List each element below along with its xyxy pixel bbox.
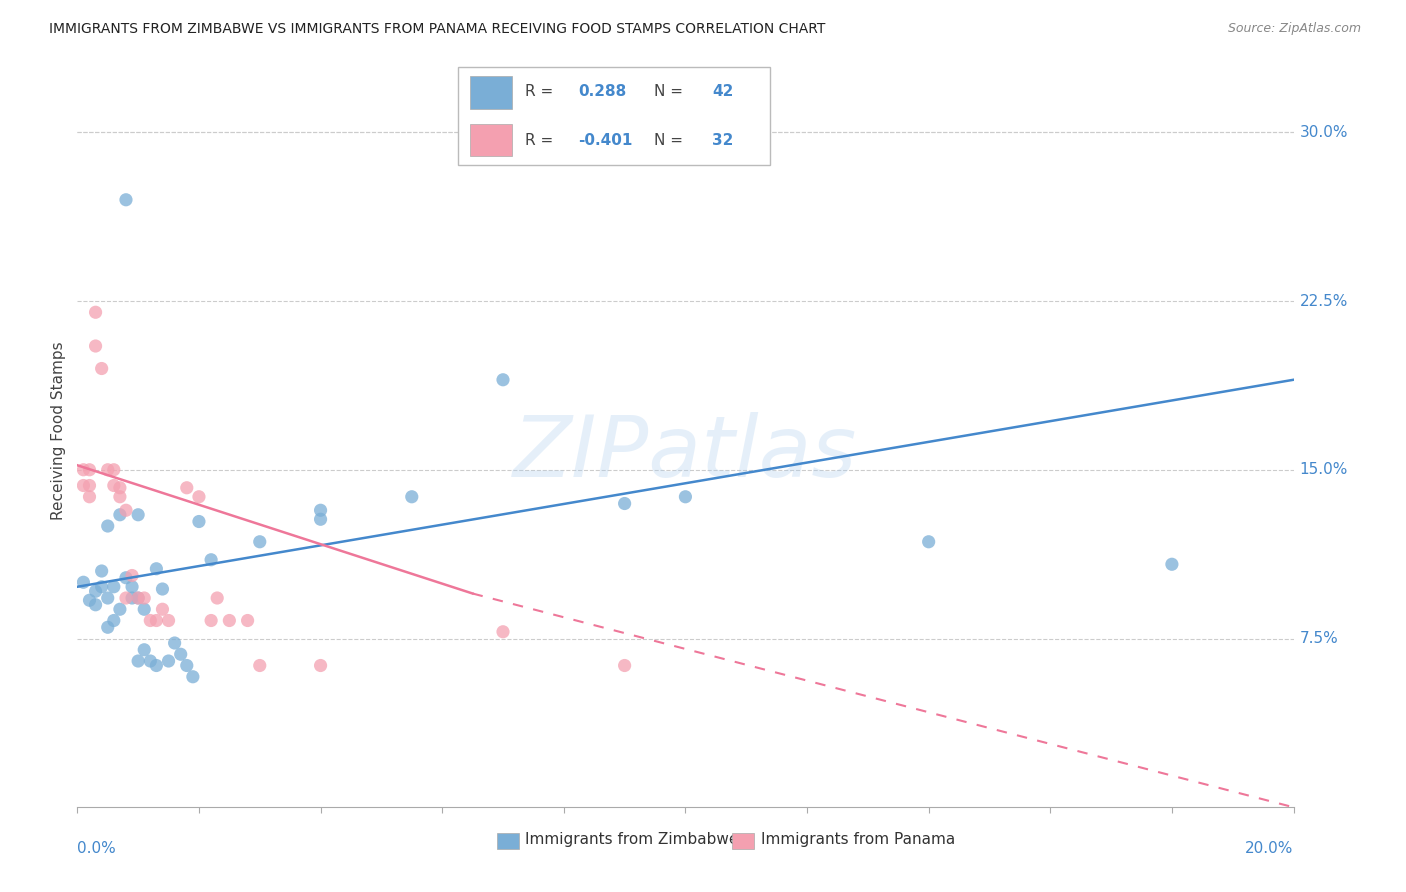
Point (103, 580, 125, 594)
Point (205, 591, 228, 605)
Point (127, 654, 149, 668)
Point (157, 654, 180, 668)
Point (103, 614, 125, 628)
Point (236, 614, 259, 628)
FancyBboxPatch shape (457, 67, 770, 164)
Point (181, 670, 204, 684)
Point (84, 339, 107, 353)
Point (139, 614, 162, 628)
Point (84, 584, 107, 599)
Point (176, 481, 198, 495)
Point (79, 490, 101, 504)
Text: 0.288: 0.288 (578, 84, 627, 99)
Point (127, 508, 149, 522)
Point (127, 591, 149, 605)
Point (170, 647, 193, 661)
Point (401, 490, 423, 504)
Point (103, 478, 125, 492)
Point (108, 481, 131, 495)
Text: R =: R = (526, 133, 558, 147)
Point (218, 614, 240, 628)
Point (492, 373, 515, 387)
Point (134, 642, 156, 657)
Text: 20.0%: 20.0% (1246, 841, 1294, 856)
Point (115, 503, 138, 517)
Point (134, 602, 156, 616)
Point (309, 658, 332, 673)
Point (152, 602, 174, 616)
Point (613, 496, 636, 510)
Point (79, 478, 101, 492)
Point (97, 591, 120, 605)
Point (200, 614, 222, 628)
Point (108, 602, 131, 616)
Point (97, 519, 120, 533)
Point (97, 463, 120, 477)
Bar (471, 76, 512, 109)
Point (84, 598, 107, 612)
Text: N =: N = (654, 84, 688, 99)
Point (139, 654, 162, 668)
Text: Immigrants from Panama: Immigrants from Panama (761, 832, 955, 847)
Point (145, 614, 167, 628)
Point (108, 490, 131, 504)
Point (72, 575, 94, 590)
Point (200, 553, 222, 567)
Point (249, 658, 271, 673)
Point (90, 580, 112, 594)
Point (188, 515, 211, 529)
Y-axis label: Receiving Food Stamps: Receiving Food Stamps (51, 341, 66, 520)
Point (188, 490, 211, 504)
Point (115, 193, 138, 207)
Point (145, 658, 167, 673)
Point (613, 658, 636, 673)
Point (121, 568, 143, 582)
Point (90, 361, 112, 376)
Text: 30.0%: 30.0% (1299, 125, 1348, 140)
Point (79, 463, 101, 477)
Text: N =: N = (654, 133, 688, 147)
Point (309, 503, 332, 517)
Point (72, 478, 94, 492)
Point (115, 591, 138, 605)
Point (108, 508, 131, 522)
Text: IMMIGRANTS FROM ZIMBABWE VS IMMIGRANTS FROM PANAMA RECEIVING FOOD STAMPS CORRELA: IMMIGRANTS FROM ZIMBABWE VS IMMIGRANTS F… (49, 22, 825, 37)
Point (249, 534, 271, 549)
Point (115, 571, 138, 585)
Point (145, 562, 167, 576)
Point (163, 636, 186, 650)
Bar (731, 833, 754, 849)
Point (152, 582, 174, 596)
Point (1161, 558, 1184, 572)
Text: 22.5%: 22.5% (1299, 293, 1348, 309)
Point (121, 580, 143, 594)
Point (103, 463, 125, 477)
Text: R =: R = (526, 84, 558, 99)
Point (127, 591, 149, 605)
Point (90, 564, 112, 578)
Bar (471, 124, 512, 156)
Text: 15.0%: 15.0% (1299, 462, 1348, 477)
Text: -0.401: -0.401 (578, 133, 633, 147)
Point (72, 463, 94, 477)
Point (309, 512, 332, 526)
Text: Immigrants from Zimbabwe: Immigrants from Zimbabwe (524, 832, 738, 847)
Text: Source: ZipAtlas.com: Source: ZipAtlas.com (1227, 22, 1361, 36)
Point (79, 593, 101, 607)
Point (84, 305, 107, 319)
Point (134, 591, 156, 605)
Bar (496, 833, 519, 849)
Text: 32: 32 (713, 133, 734, 147)
Text: 42: 42 (713, 84, 734, 99)
Point (121, 591, 143, 605)
Point (675, 490, 697, 504)
Point (157, 614, 180, 628)
Point (97, 620, 120, 634)
Point (918, 534, 941, 549)
Text: 0.0%: 0.0% (77, 841, 117, 856)
Point (176, 658, 198, 673)
Text: ZIPatlas: ZIPatlas (513, 411, 858, 494)
Point (492, 624, 515, 639)
Text: 7.5%: 7.5% (1299, 631, 1339, 646)
